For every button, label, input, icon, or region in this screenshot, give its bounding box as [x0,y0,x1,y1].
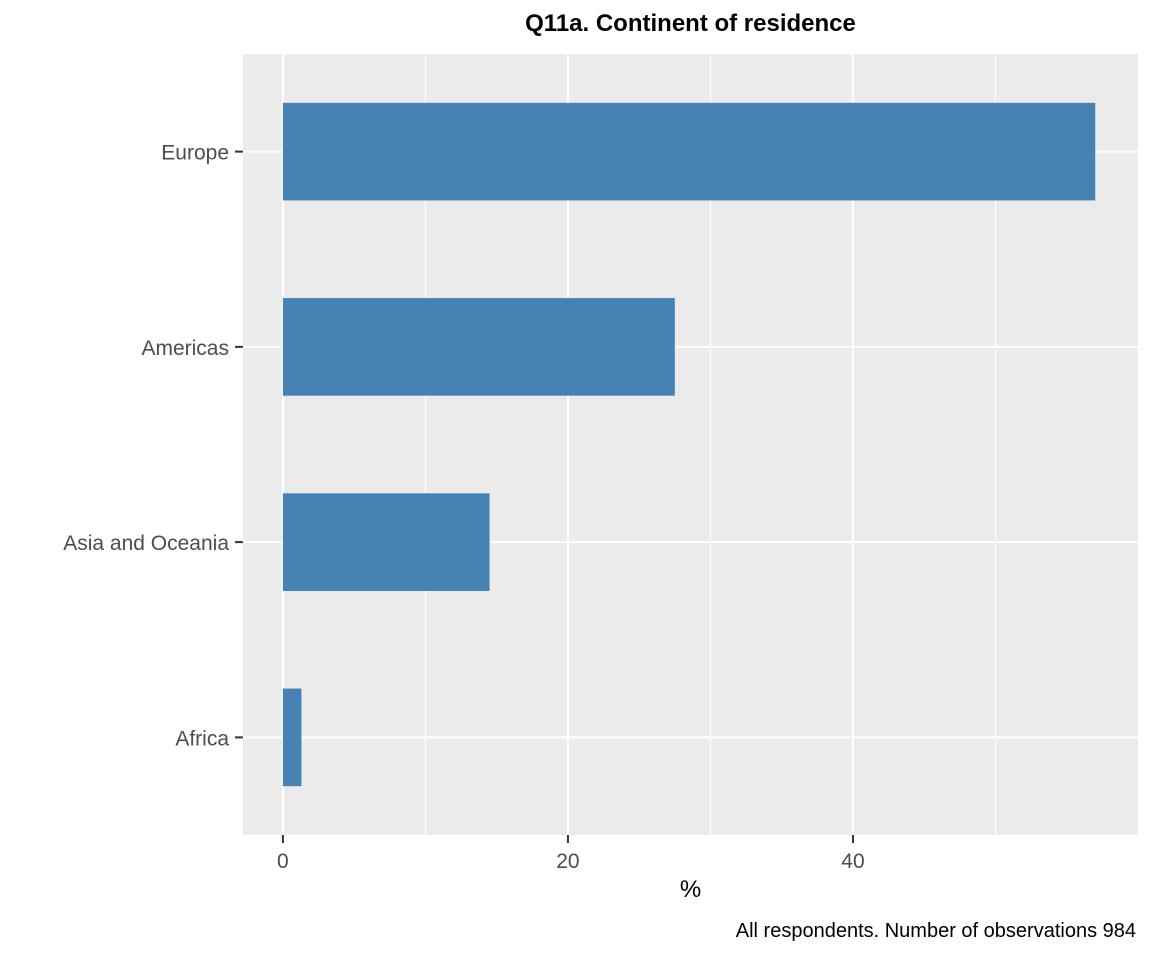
y-tick-label: Americas [141,337,229,360]
y-tick-label: Africa [175,727,229,750]
bar-europe [282,102,1096,201]
x-tick-label: 20 [556,850,579,873]
bar-asia-and-oceania [282,493,490,591]
bar-americas [282,298,675,396]
y-tick-label: Europe [161,142,229,165]
y-tick-label: Asia and Oceania [63,532,229,555]
chart-title: Q11a. Continent of residence [525,10,856,37]
chart-caption: All respondents. Number of observations … [735,920,1136,942]
x-tick-label: 40 [841,850,864,873]
bar-africa [282,688,302,787]
x-tick-label: 0 [277,850,289,873]
x-axis-label: % [679,876,702,903]
